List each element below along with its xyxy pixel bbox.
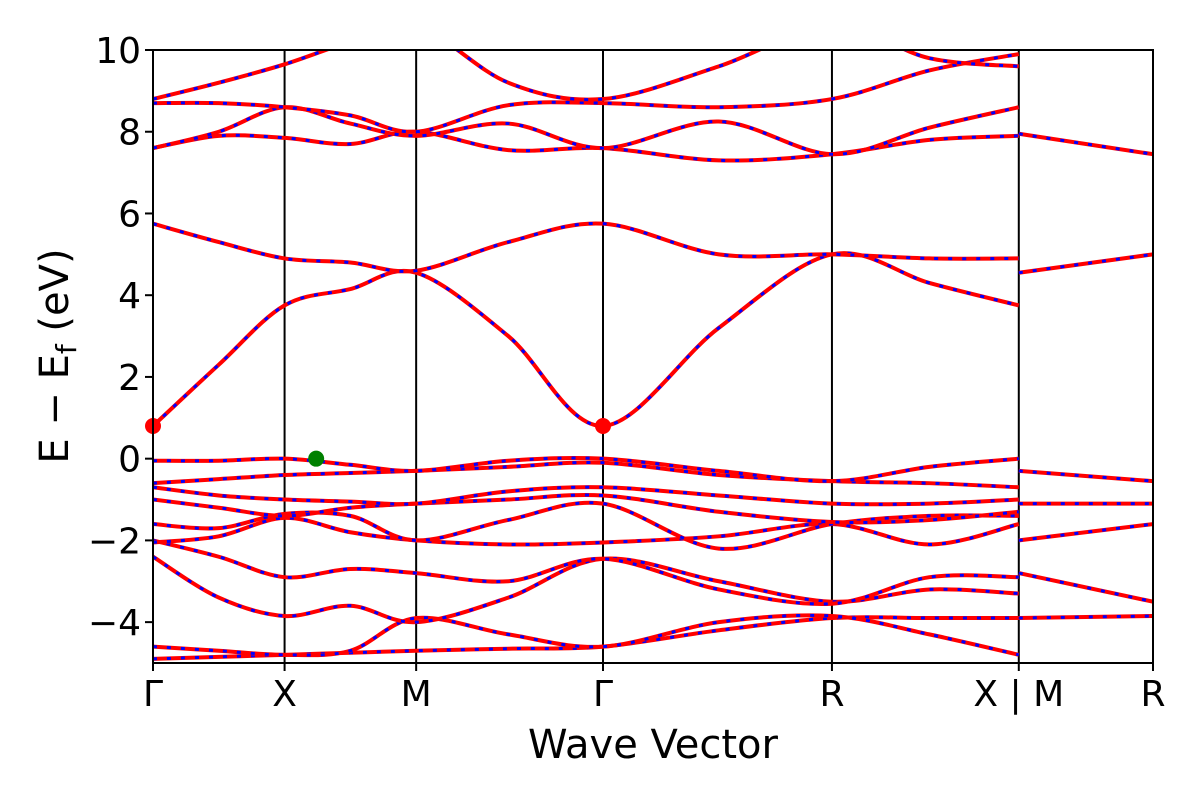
x-tick-label: X [272, 674, 297, 715]
band-4-spin-down [153, 516, 1020, 547]
band-12-spin-down [153, 130, 1019, 163]
plot-frame [152, 49, 1154, 664]
y-axis-label: E − Ef (eV) [32, 248, 83, 463]
y-tick-label: 8 [118, 113, 141, 154]
band-17-spin-down [1018, 132, 1153, 156]
x-tick-label: R [819, 674, 844, 715]
band-9-spin-down [153, 456, 1019, 483]
x-tick-label: Γ [593, 674, 613, 715]
x-tick-label: R [1140, 674, 1165, 715]
y-tick-label: −4 [88, 603, 141, 644]
band-2-spin-down [153, 555, 1019, 624]
x-tick-label: X | M [973, 674, 1064, 715]
x-tick-label: Γ [143, 674, 163, 715]
y-axis-label-unit: (eV) [32, 248, 78, 344]
marker-vbm [308, 450, 325, 467]
band-8-spin-down [153, 460, 1019, 489]
y-axis-label-sub: f [50, 343, 83, 354]
bands-layer [153, 50, 1153, 661]
y-tick-label: 2 [118, 358, 141, 399]
band-18-spin-down [1018, 469, 1153, 483]
band-16-spin-down [1018, 252, 1153, 275]
x-tick-label: M [401, 674, 432, 715]
band-21-spin-down [1018, 571, 1153, 604]
axes-layer: −4 −2 0 2 4 6 8 10 Γ X M Γ R X | M R [88, 31, 1166, 715]
y-tick-label: 10 [95, 31, 141, 72]
band-22-spin-up [1018, 614, 1153, 621]
band-15-spin-up [153, 50, 1019, 102]
marker-cbm-gamma-mid [595, 417, 611, 434]
band-6-spin-down [153, 493, 1019, 524]
band-1-spin-up [153, 613, 1020, 658]
x-axis-label: Wave Vector [528, 722, 779, 768]
band-11-spin-down [153, 221, 1019, 273]
band-0-spin-down [153, 615, 1019, 661]
band-3-spin-down [153, 538, 1019, 606]
y-tick-label: 4 [118, 276, 141, 317]
band-7-spin-down [153, 485, 1019, 506]
y-tick-label: 0 [118, 440, 141, 481]
y-tick-label: −2 [88, 521, 141, 562]
y-tick-label: 6 [118, 194, 141, 235]
band-14-spin-up [153, 52, 1020, 134]
band-20-spin-down [1018, 522, 1153, 542]
y-axis-label-main: E − E [32, 354, 78, 464]
